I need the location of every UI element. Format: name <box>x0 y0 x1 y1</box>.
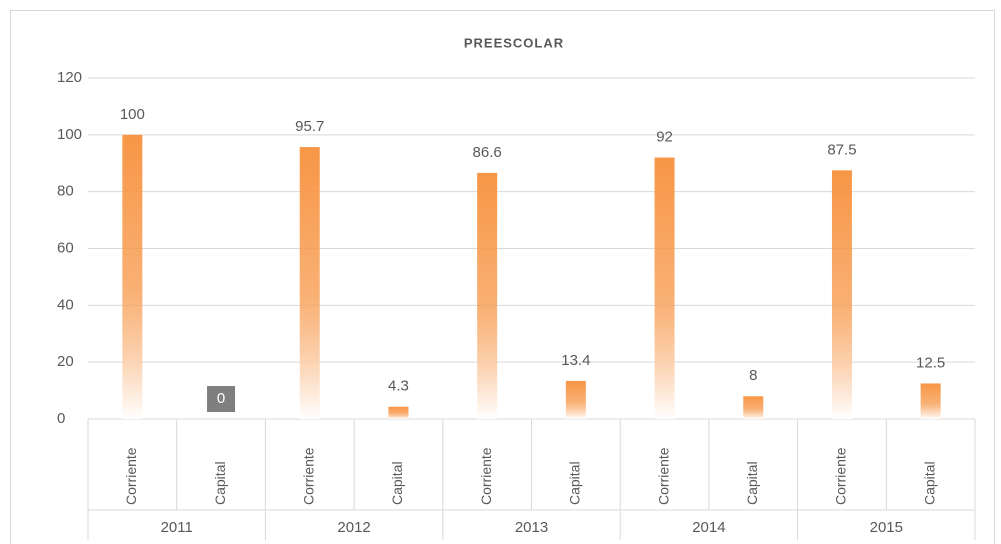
bar <box>831 170 852 419</box>
bar <box>122 134 143 420</box>
y-tick-label: 120 <box>57 69 82 86</box>
y-tick-label: 60 <box>57 239 74 256</box>
data-label: 8 <box>749 367 757 384</box>
y-tick-label: 100 <box>57 126 82 143</box>
data-label: 87.5 <box>827 141 856 158</box>
group-label: 2015 <box>870 519 903 536</box>
group-label: 2013 <box>515 519 548 536</box>
data-label: 12.5 <box>916 354 945 371</box>
chart-border <box>10 10 995 544</box>
y-tick-label: 20 <box>57 353 74 370</box>
data-label-box <box>207 386 236 412</box>
bar <box>743 396 764 419</box>
group-label: 2014 <box>692 519 725 536</box>
x-tick-label: Capital <box>921 461 937 505</box>
bar <box>920 383 941 419</box>
data-label: 0 <box>217 390 225 407</box>
bar <box>565 380 586 419</box>
data-label: 92 <box>656 129 673 146</box>
bar <box>299 147 320 420</box>
y-tick-label: 80 <box>57 183 74 200</box>
bar <box>654 157 675 420</box>
chart-title: PREESCOLAR <box>464 35 564 50</box>
x-tick-label: Capital <box>744 461 760 505</box>
data-label: 4.3 <box>388 378 409 395</box>
x-tick-label: Capital <box>567 461 583 505</box>
data-label: 86.6 <box>473 144 502 161</box>
bar <box>477 172 498 419</box>
data-label: 100 <box>120 106 145 123</box>
x-tick-label: Corriente <box>655 447 671 505</box>
x-tick-label: Corriente <box>123 447 139 505</box>
x-tick-label: Corriente <box>478 447 494 505</box>
x-tick-label: Capital <box>389 461 405 505</box>
x-tick-label: Capital <box>212 461 228 505</box>
x-tick-label: Corriente <box>833 447 849 505</box>
y-tick-label: 40 <box>57 296 74 313</box>
group-label: 2011 <box>161 519 193 536</box>
data-label: 95.7 <box>295 118 324 135</box>
y-tick-label: 0 <box>57 410 65 427</box>
data-label: 13.4 <box>561 352 590 369</box>
group-label: 2012 <box>337 519 370 536</box>
bar <box>388 406 409 419</box>
x-tick-label: Corriente <box>300 447 316 505</box>
